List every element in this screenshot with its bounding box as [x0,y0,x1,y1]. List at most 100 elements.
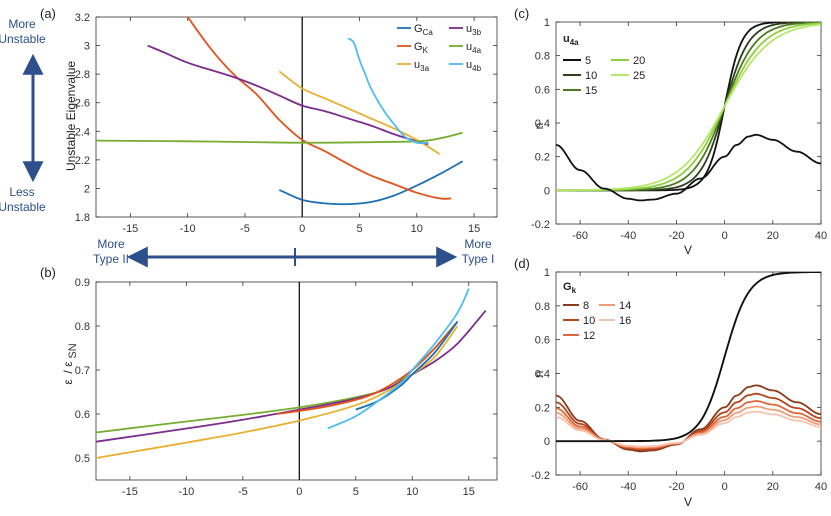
legend-label-a-u_3b: u3b [466,23,482,37]
series-line-a-G_K [186,17,452,200]
legend-label-a-u_4b: u4b [466,59,482,73]
legend-label-c-10: 10 [585,70,597,82]
series-line-a-u_4a [96,131,463,144]
more-type1-line1: More [464,237,492,251]
less-unstable-line2: Unstable [0,200,46,214]
series-line-a-G_Ca [278,160,464,206]
plot-frame-d [555,271,822,476]
legend-title-c: u4a [563,33,579,47]
panel-c: (c) n V [514,6,692,257]
xtick-label-b: 0 [296,486,302,498]
legend-sub-a-G_Ca: Ca [423,28,434,37]
ytick-label-c: 0.4 [535,118,550,130]
sigmoid-line-c-15 [556,22,821,192]
xtick-label-b: -15 [122,486,138,498]
ytick-label-a: 2.6 [75,98,90,110]
series-line-b-G_K [276,321,459,415]
more-type2-line1: More [97,237,125,251]
xtick-label-c: 40 [815,230,827,242]
sigmoid-line-c-25 [556,23,821,192]
xtick-label-b: 15 [463,486,475,498]
ytick-label-c: 1 [544,17,550,29]
ytick-label-a: 2.4 [75,126,90,138]
ytick-label-a: 2.2 [75,155,90,167]
legend-sub-a-u_3b: 3b [472,28,481,37]
legend-label-d-14: 14 [619,300,631,312]
ylabel-b-sub: SN [67,343,79,358]
legend-sub-a-u_3a: 3a [420,64,429,73]
legend-label-a-G_Ca: GCa [414,23,433,37]
plot-frame-b [95,281,498,481]
ytick-label-d: 0 [544,436,550,448]
sigmoid-line-c-10 [556,22,821,192]
more-type2-line2: Type II [93,252,129,266]
legend-sub-a-u_4a: 4a [472,46,481,55]
xtick-label-a: 15 [468,223,480,235]
more-type1-line2: Type I [462,252,495,266]
xtick-label-d: 0 [722,481,728,493]
xtick-label-a: 0 [299,223,305,235]
axes-d: -60 -40 -20 0 20 40 -0.2 0 0.2 0.4 0.6 0.8 1 Gk 8 10 12 1… [531,267,827,493]
ytick-label-c: 0.6 [535,84,550,96]
ytick-label-c: 0.8 [535,51,550,63]
ytick-label-b: 0.7 [75,365,90,377]
xtick-label-a: -10 [180,223,196,235]
legend-label-d-12: 12 [583,330,595,342]
panel-a: (a) Unstable Eigenvalue [40,6,78,171]
plot-area-d [556,272,821,453]
legend-label-d-10: 10 [583,315,595,327]
ytick-label-a: 3 [84,41,90,53]
legend-label-c-5: 5 [585,55,591,67]
sigmoid-line-c-20 [556,22,821,192]
stability-arrow-group: More Unstable Less Unstable [0,17,46,214]
legend-sub-a-G_K: K [423,46,429,55]
axes-a: -15 -10 -5 0 5 10 15 1.8 2 2.2 2.4 2.6 2.8 3 3.2 GCa u3b… [75,12,498,235]
xtick-label-a: 10 [411,223,423,235]
axes-c: -60 -40 -20 0 20 40 -0.2 0 0.2 0.4 0.6 0.8 1 u4a 5 10 15… [531,17,827,242]
xtick-label-d: -20 [669,481,685,493]
bump-line-c [556,133,821,202]
legend-label-a-G_K: GK [414,41,429,55]
series-line-b-u_4b [327,288,470,430]
xtick-label-d: 40 [815,481,827,493]
ytick-label-d: 1 [544,267,550,279]
ytick-label-c: -0.2 [531,219,550,231]
xtick-label-d: -60 [572,481,588,493]
more-unstable-line2: Unstable [0,32,46,46]
series-line-a-u_3b [147,44,429,145]
plot-area-a [96,17,464,217]
legend-title-d: Gk [563,281,577,295]
panel-label-c: (c) [514,6,529,21]
legend-label-a-u_4a: u4a [466,41,482,55]
xtick-label-c: 0 [722,230,728,242]
legend-label-a-u_3a: u3a [414,59,430,73]
legend-label-c-15: 15 [585,85,597,97]
bump-line-d-16 [556,410,821,448]
legend-label-d-16: 16 [619,315,631,327]
ylabel-b-eps: ε [61,379,75,385]
panel-label-b: (b) [40,265,56,280]
xtick-label-a: -15 [122,223,138,235]
xlabel-d: V [684,495,692,509]
legend-label-d-8: 8 [583,300,589,312]
type-arrow-group: More Type II More Type I [93,237,495,268]
ytick-label-d: 0.6 [535,335,550,347]
series-line-a-u_4b [347,37,429,145]
ytick-label-d: 0.8 [535,301,550,313]
ylabel-b-eps2: ε [61,361,75,367]
legend-sub-a-u_4b: 4b [472,64,481,73]
sigmoid-line-c-5 [556,22,821,192]
legend-title-sub-d: k [572,286,577,295]
more-unstable-line1: More [8,17,36,31]
panel-b: (b) ε / ε SN [40,265,79,385]
xtick-label-c: -20 [669,230,685,242]
legend-d: Gk 8 10 12 14 16 [563,281,631,342]
legend-label-c-20: 20 [633,55,645,67]
xtick-label-d: -40 [620,481,636,493]
xlabel-c: V [684,243,692,257]
ytick-label-a: 1.8 [75,212,90,224]
plot-frame-a [95,16,498,218]
ytick-label-a: 2 [84,183,90,195]
ytick-label-d: 0.4 [535,369,550,381]
